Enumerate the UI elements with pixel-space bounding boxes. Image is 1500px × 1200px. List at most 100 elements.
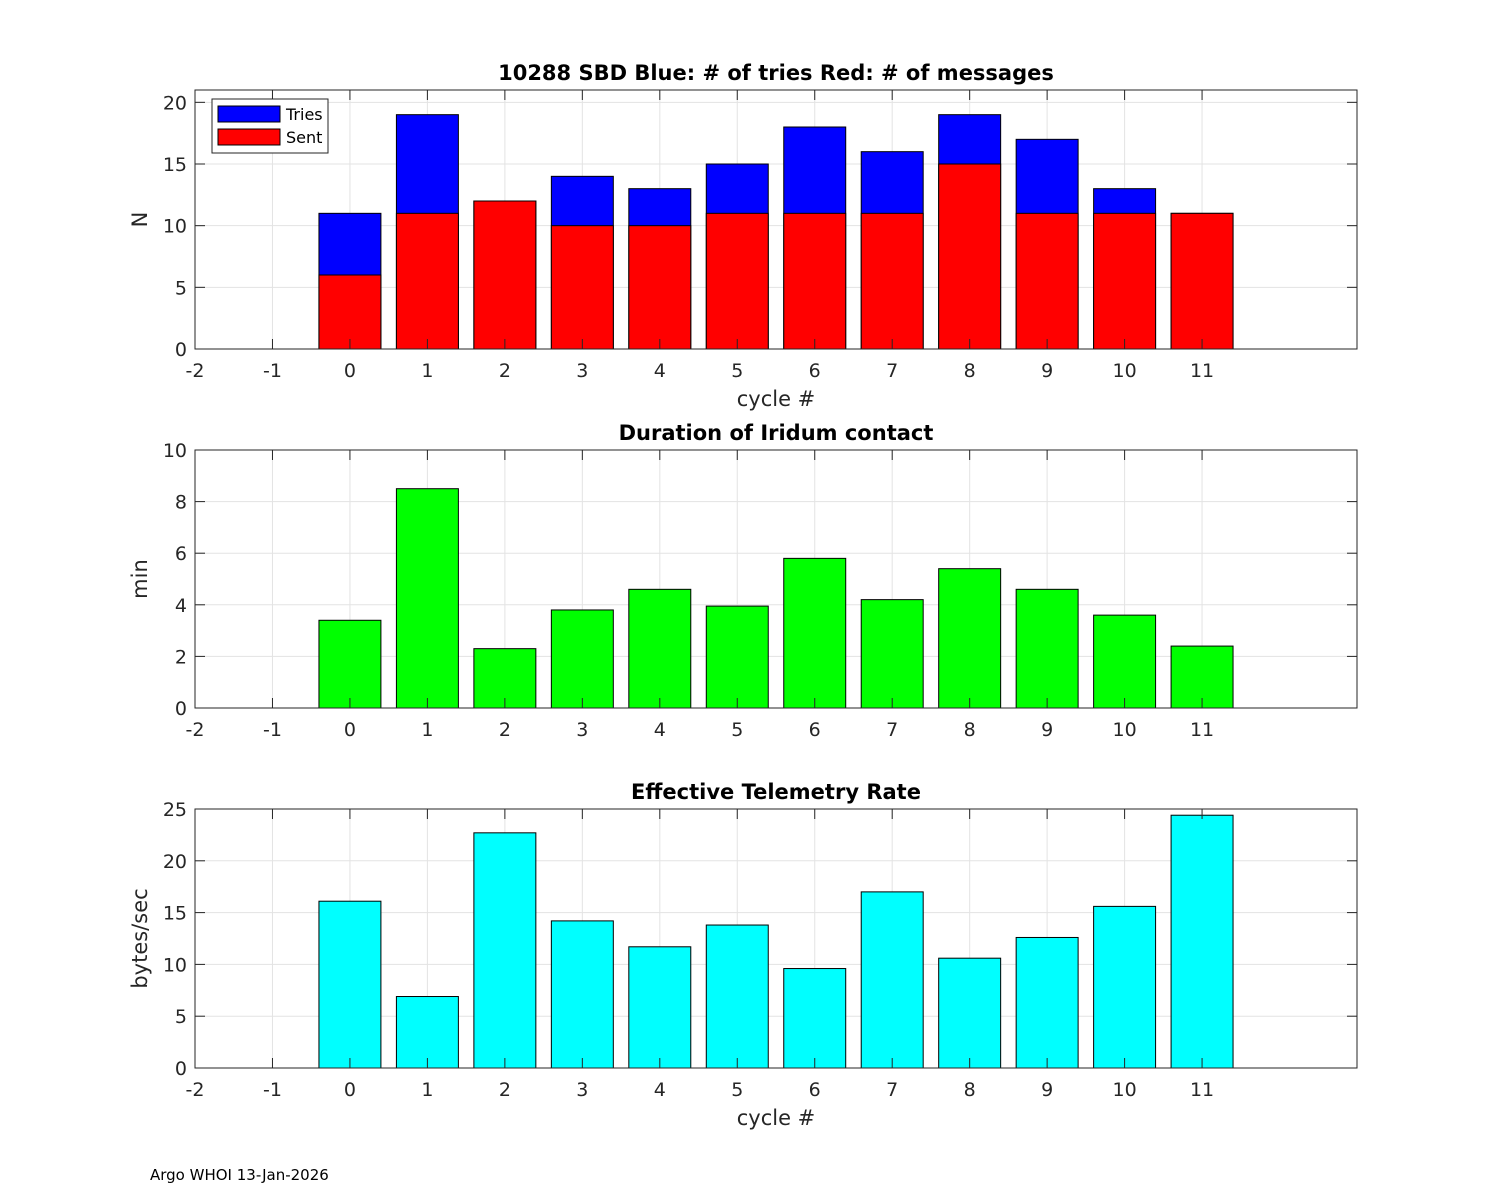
chart1-xtick-label: 1 <box>421 360 433 382</box>
chart1-xtick-label: 3 <box>576 360 588 382</box>
chart2-bar-duration-5 <box>705 605 769 709</box>
chart3-xtick-label: 10 <box>1113 1079 1137 1101</box>
chart3-bar-rate-11 <box>1170 814 1234 1069</box>
chart1-bar-sent-4 <box>628 225 692 350</box>
chart2-bar-duration-7 <box>860 599 924 709</box>
chart1-bar-sent-2 <box>473 200 537 350</box>
chart3-bar-rate-6 <box>783 968 847 1069</box>
chart1-xtick-label: 2 <box>499 360 511 382</box>
chart1-bar-sent-1 <box>395 212 459 350</box>
chart1-xtick-label: -2 <box>186 360 205 382</box>
chart2-ytick-label: 10 <box>163 440 187 462</box>
chart1-xtick-label: 0 <box>344 360 356 382</box>
chart2-bar-duration-1 <box>395 488 459 709</box>
chart2-bar-duration-11 <box>1170 645 1234 709</box>
chart1-xtick-label: 6 <box>809 360 821 382</box>
chart1-bar-sent-3 <box>550 225 614 350</box>
chart1-bar-sent-6 <box>783 212 847 350</box>
chart1-legend-swatch-sent <box>217 128 281 146</box>
chart3-ytick-label: 25 <box>163 799 187 821</box>
chart2-xtick-label: 0 <box>344 719 356 741</box>
chart3-xtick-label: -2 <box>186 1079 205 1101</box>
chart2-xtick-label: 6 <box>809 719 821 741</box>
chart2-bar-duration-3 <box>550 609 614 709</box>
chart3-bar-rate-10 <box>1093 905 1157 1069</box>
chart3-xtick-label: 2 <box>499 1079 511 1101</box>
chart1-ytick-label: 10 <box>163 216 187 238</box>
chart3-bar-rate-8 <box>938 957 1002 1069</box>
chart3-xtick-label: 3 <box>576 1079 588 1101</box>
chart3-xtick-label: 4 <box>654 1079 666 1101</box>
chart3-xtick-label: 0 <box>344 1079 356 1101</box>
chart3-plot-area <box>195 809 1357 1068</box>
chart3-xtick-label: 1 <box>421 1079 433 1101</box>
chart1-ylabel: N <box>128 212 152 228</box>
chart2-bar-duration-9 <box>1015 588 1079 709</box>
chart1-ytick-label: 20 <box>163 92 187 114</box>
chart2-xtick-label: -2 <box>186 719 205 741</box>
chart3-bar-rate-1 <box>395 996 459 1069</box>
chart1-bar-sent-0 <box>318 274 382 350</box>
chart2-xtick-label: 2 <box>499 719 511 741</box>
chart1-bar-sent-8 <box>938 163 1002 350</box>
chart3-bar-rate-5 <box>705 924 769 1069</box>
chart3-title: Effective Telemetry Rate <box>631 780 921 804</box>
chart1-bar-sent-11 <box>1170 212 1234 350</box>
chart2-xtick-label: 5 <box>731 719 743 741</box>
chart2-xtick-label: 1 <box>421 719 433 741</box>
chart3-ytick-label: 10 <box>163 954 187 976</box>
chart2-ytick-label: 4 <box>175 595 187 617</box>
chart2-xtick-label: 4 <box>654 719 666 741</box>
chart1-xtick-label: 11 <box>1190 360 1214 382</box>
chart3-ytick-label: 20 <box>163 851 187 873</box>
chart1-xtick-label: -1 <box>263 360 282 382</box>
chart3-ytick-label: 0 <box>175 1058 187 1080</box>
chart2-xtick-label: 7 <box>886 719 898 741</box>
chart3-bar-rate-2 <box>473 832 537 1069</box>
chart2-bar-duration-6 <box>783 557 847 709</box>
chart3-xtick-label: -1 <box>263 1079 282 1101</box>
chart2-xtick-label: 9 <box>1041 719 1053 741</box>
chart1-bar-sent-9 <box>1015 212 1079 350</box>
chart2-bar-duration-8 <box>938 568 1002 709</box>
chart1-xtick-label: 10 <box>1113 360 1137 382</box>
chart2-xtick-label: -1 <box>263 719 282 741</box>
chart3-ytick-label: 15 <box>163 903 187 925</box>
chart2-ytick-label: 6 <box>175 543 187 565</box>
chart3-ylabel: bytes/sec <box>128 888 152 988</box>
chart1-axes-box <box>194 89 1358 350</box>
chart2-xtick-label: 11 <box>1190 719 1214 741</box>
chart1-plot-area <box>195 90 1357 349</box>
chart2-ytick-label: 2 <box>175 646 187 668</box>
chart1-legend-label-tries: Tries <box>285 105 323 124</box>
chart3-bar-rate-4 <box>628 946 692 1069</box>
chart1-xtick-label: 8 <box>964 360 976 382</box>
chart1-ytick-label: 5 <box>175 277 187 299</box>
chart3-xtick-label: 6 <box>809 1079 821 1101</box>
chart3-xlabel: cycle # <box>737 1106 816 1130</box>
chart2-bar-duration-10 <box>1093 614 1157 709</box>
chart1-legend-swatch-tries <box>217 105 281 123</box>
chart3-xtick-label: 7 <box>886 1079 898 1101</box>
chart2-ytick-label: 8 <box>175 492 187 514</box>
chart1-legend-label-sent: Sent <box>286 128 322 147</box>
chart1-xtick-label: 9 <box>1041 360 1053 382</box>
chart2-plot-area <box>195 450 1357 708</box>
chart1-bar-sent-5 <box>705 212 769 350</box>
chart1-xtick-label: 5 <box>731 360 743 382</box>
chart1-xlabel: cycle # <box>737 387 816 411</box>
chart1-ytick-label: 15 <box>163 154 187 176</box>
chart1-bar-sent-10 <box>1093 212 1157 350</box>
chart3-bar-rate-0 <box>318 900 382 1069</box>
footer-note: Argo WHOI 13-Jan-2026 <box>150 1166 329 1184</box>
chart3-bar-rate-9 <box>1015 936 1079 1069</box>
chart2-ylabel: min <box>128 559 152 599</box>
chart2-xtick-label: 8 <box>964 719 976 741</box>
chart1-bar-sent-7 <box>860 212 924 350</box>
chart3-xtick-label: 8 <box>964 1079 976 1101</box>
chart2-ytick-label: 0 <box>175 698 187 720</box>
chart3-xtick-label: 11 <box>1190 1079 1214 1101</box>
chart3-bar-rate-7 <box>860 891 924 1069</box>
chart2-bar-duration-4 <box>628 588 692 709</box>
